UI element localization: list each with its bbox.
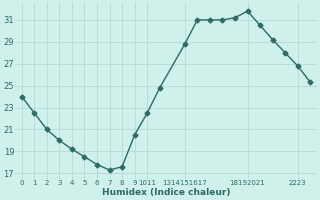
X-axis label: Humidex (Indice chaleur): Humidex (Indice chaleur) xyxy=(102,188,230,197)
